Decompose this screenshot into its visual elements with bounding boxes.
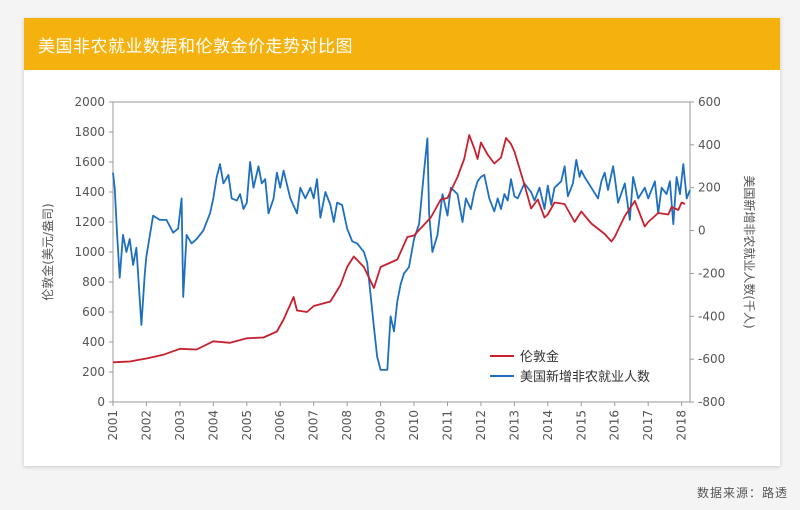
right-tick-label: 200 [698, 181, 721, 195]
x-tick-label: 2006 [273, 410, 287, 441]
x-tick-label: 2015 [574, 410, 588, 441]
legend-payrolls-label: 美国新增非农就业人数 [520, 369, 650, 385]
x-tick-label: 2013 [507, 410, 521, 441]
right-tick-label: -200 [698, 266, 725, 280]
x-tick-label: 2010 [407, 410, 421, 441]
x-tick-label: 2001 [106, 410, 120, 441]
right-tick-label: -600 [698, 352, 725, 366]
right-tick-label: 600 [698, 95, 721, 109]
x-tick-label: 2011 [440, 410, 454, 441]
x-tick-label: 2018 [675, 410, 689, 441]
x-tick-label: 2017 [641, 410, 655, 441]
x-tick-label: 2014 [541, 410, 555, 441]
left-tick-label: 0 [97, 395, 105, 409]
x-tick-label: 2004 [206, 410, 220, 441]
axes-layer: 0200400600800100012001400160018002000-80… [40, 95, 757, 441]
left-tick-label: 1800 [74, 125, 105, 139]
left-tick-label: 2000 [74, 95, 105, 109]
right-tick-label: -800 [698, 395, 725, 409]
left-tick-label: 1000 [74, 245, 105, 259]
x-tick-label: 2007 [307, 410, 321, 441]
right-axis-title: 美国新增非农就业人数(千人) [742, 175, 757, 328]
gold-price-line [112, 134, 686, 364]
x-tick-label: 2008 [340, 410, 354, 441]
data-source: 数据来源：路透 [696, 486, 788, 500]
right-tick-label: 0 [698, 224, 706, 238]
title-bar: 美国非农就业数据和伦敦金价走势对比图 [24, 18, 780, 70]
chart-title: 美国非农就业数据和伦敦金价走势对比图 [38, 37, 353, 57]
left-tick-label: 200 [82, 365, 105, 379]
left-tick-label: 600 [82, 305, 105, 319]
x-tick-label: 2009 [374, 410, 388, 441]
right-tick-label: -400 [698, 309, 725, 323]
x-tick-label: 2005 [240, 410, 254, 441]
legend-gold-label: 伦敦金 [520, 349, 559, 365]
left-tick-label: 800 [82, 275, 105, 289]
left-tick-label: 1400 [74, 185, 105, 199]
left-tick-label: 1600 [74, 155, 105, 169]
left-axis-title: 伦敦金(美元/盎司) [40, 203, 55, 300]
series-layer [112, 134, 691, 371]
x-tick-label: 2003 [173, 410, 187, 441]
x-tick-label: 2012 [474, 410, 488, 441]
nonfarm-payrolls-line [112, 137, 691, 371]
x-tick-label: 2016 [608, 410, 622, 441]
chart-card: 美国非农就业数据和伦敦金价走势对比图 [24, 18, 780, 466]
left-tick-label: 1200 [74, 215, 105, 229]
x-tick-label: 2002 [139, 410, 153, 441]
left-tick-label: 400 [82, 335, 105, 349]
right-tick-label: 400 [698, 138, 721, 152]
